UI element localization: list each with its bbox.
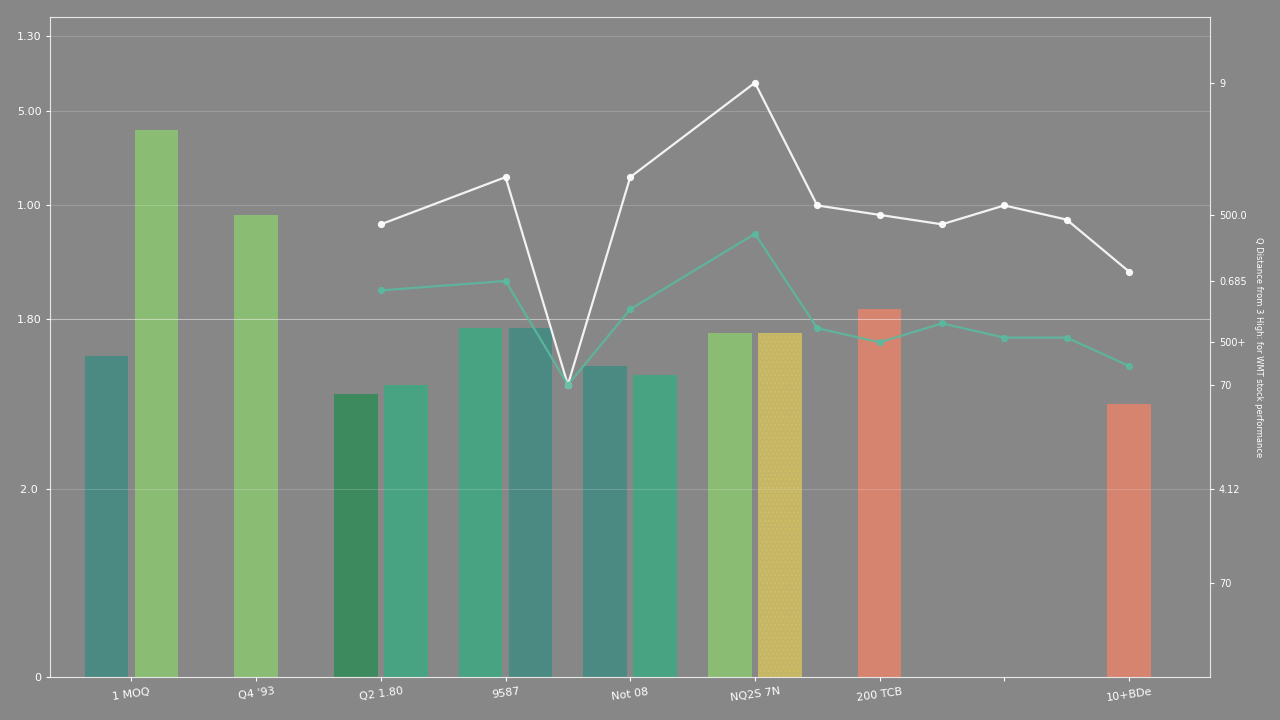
Bar — [758, 333, 801, 678]
Bar — [858, 310, 901, 678]
Bar — [334, 395, 378, 678]
Bar — [458, 328, 503, 678]
Point — [558, 379, 579, 390]
Point — [932, 318, 952, 329]
Point — [371, 284, 392, 296]
Bar — [508, 328, 552, 678]
Point — [1056, 214, 1076, 225]
Bar — [384, 384, 428, 678]
Bar — [708, 333, 751, 678]
Point — [806, 199, 827, 211]
Point — [932, 219, 952, 230]
Point — [806, 323, 827, 334]
Point — [620, 304, 640, 315]
Point — [869, 336, 890, 348]
Bar — [1107, 404, 1151, 678]
Point — [558, 379, 579, 390]
Bar — [134, 130, 178, 678]
Bar — [634, 375, 677, 678]
Point — [745, 228, 765, 240]
Point — [495, 171, 516, 183]
Point — [371, 219, 392, 230]
Bar — [584, 366, 627, 678]
Point — [620, 171, 640, 183]
Bar — [84, 356, 128, 678]
Point — [869, 209, 890, 220]
Point — [745, 77, 765, 89]
Point — [995, 332, 1015, 343]
Point — [1119, 266, 1139, 277]
Point — [1119, 360, 1139, 372]
Point — [1056, 332, 1076, 343]
Bar — [234, 215, 278, 678]
Point — [495, 275, 516, 287]
Point — [995, 199, 1015, 211]
Y-axis label: Q Distance from 3 High: for WMT stock performance: Q Distance from 3 High: for WMT stock pe… — [1254, 237, 1263, 457]
